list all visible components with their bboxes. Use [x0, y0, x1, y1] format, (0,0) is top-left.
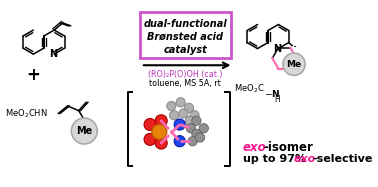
Circle shape	[195, 133, 205, 142]
Text: Me: Me	[76, 126, 92, 136]
Text: (RO)₂P(O)OH (cat.): (RO)₂P(O)OH (cat.)	[148, 70, 223, 79]
Circle shape	[188, 137, 197, 146]
Text: -isomer: -isomer	[263, 141, 313, 154]
Circle shape	[174, 119, 185, 130]
Circle shape	[169, 111, 179, 120]
Circle shape	[192, 116, 201, 125]
Circle shape	[174, 136, 185, 147]
Circle shape	[71, 118, 97, 144]
Circle shape	[152, 125, 167, 139]
Circle shape	[155, 137, 167, 149]
Text: up to 97%: up to 97%	[243, 154, 310, 164]
Circle shape	[144, 133, 156, 145]
Circle shape	[192, 129, 201, 138]
Text: exo: exo	[294, 154, 316, 164]
Text: Me: Me	[287, 60, 302, 69]
Circle shape	[186, 124, 195, 133]
Text: dual-functional: dual-functional	[143, 19, 227, 29]
Circle shape	[199, 124, 208, 133]
Circle shape	[283, 53, 305, 75]
Text: MeO$_2$CHN: MeO$_2$CHN	[5, 107, 47, 120]
Circle shape	[167, 101, 176, 111]
Text: N: N	[273, 44, 282, 53]
Text: exo: exo	[243, 141, 266, 154]
Text: catalyst: catalyst	[163, 45, 207, 54]
Text: toluene, MS 5A, rt: toluene, MS 5A, rt	[149, 79, 221, 88]
Circle shape	[190, 111, 199, 120]
Text: N: N	[49, 49, 57, 59]
Text: MeO$_2$C: MeO$_2$C	[234, 82, 265, 95]
Circle shape	[179, 109, 188, 118]
Circle shape	[176, 98, 185, 107]
Text: H: H	[274, 95, 280, 104]
Circle shape	[184, 103, 194, 113]
Text: Brønsted acid: Brønsted acid	[147, 32, 223, 42]
FancyBboxPatch shape	[140, 12, 231, 58]
Text: +: +	[26, 65, 40, 84]
Text: -selective: -selective	[312, 154, 373, 164]
Circle shape	[155, 115, 167, 127]
Circle shape	[185, 116, 195, 125]
Circle shape	[144, 119, 156, 131]
Text: $-$N: $-$N	[264, 88, 280, 99]
